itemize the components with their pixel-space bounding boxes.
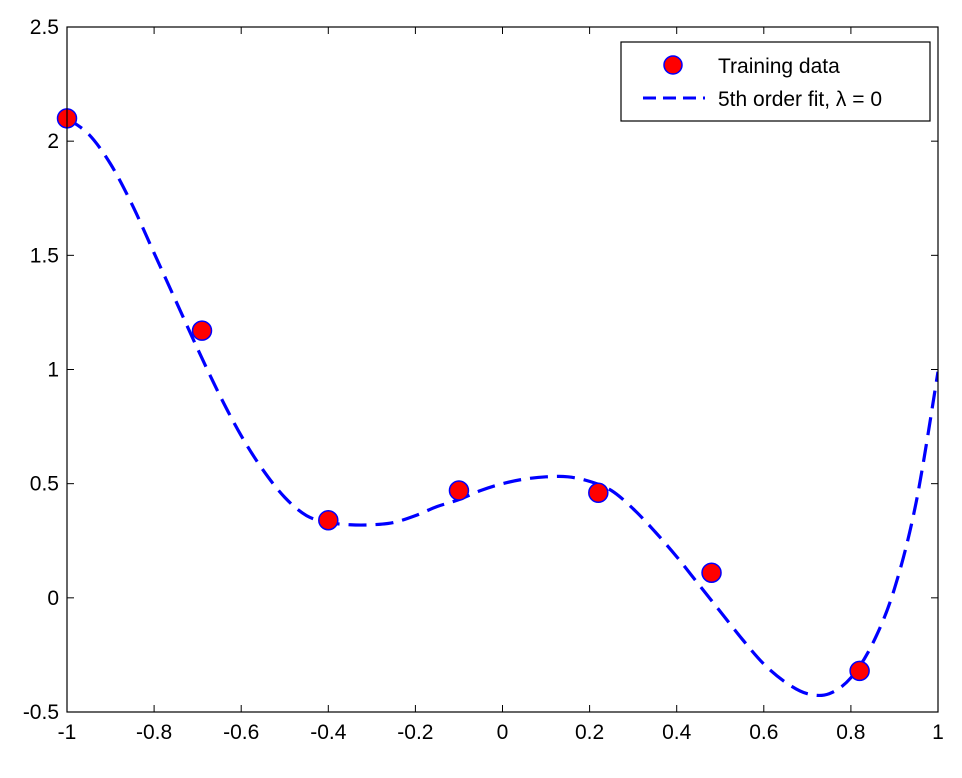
training-data-point — [191, 320, 213, 341]
y-tick-label: 0 — [47, 587, 59, 610]
x-tick-label: -0.8 — [136, 721, 172, 744]
x-tick-label: 0.6 — [749, 721, 778, 744]
fit-curve-layer — [67, 117, 938, 698]
x-tick-label: -0.2 — [397, 721, 433, 744]
plot-area — [67, 27, 938, 712]
plot-frame — [66, 26, 939, 713]
x-tick-label: 1 — [932, 721, 944, 744]
legend-box — [620, 41, 931, 122]
training-data-point — [448, 480, 470, 501]
legend-label-fit: 5th order fit, λ = 0 — [718, 88, 882, 111]
y-tick-label: 1 — [47, 359, 59, 382]
training-data-layer — [56, 108, 870, 682]
y-tick-label: 1.5 — [30, 244, 59, 267]
x-tick-label: -0.6 — [223, 721, 259, 744]
x-tick-label: 0.8 — [836, 721, 865, 744]
legend-label-training-data: Training data — [718, 55, 840, 78]
x-tick-label: -1 — [58, 721, 77, 744]
x-tick-label: -0.4 — [310, 721, 347, 744]
training-data-point — [701, 562, 722, 583]
y-tick-label: 2.5 — [30, 16, 59, 39]
legend: Training data 5th order fit, λ = 0 — [620, 41, 931, 122]
training-data-point — [318, 509, 339, 531]
training-data-point — [588, 482, 609, 504]
fit-curve-line — [67, 117, 938, 698]
x-tick-label: 0 — [497, 721, 509, 744]
y-tick-label: 2 — [47, 130, 59, 153]
legend-marker-icon — [663, 55, 683, 75]
x-tick-label: 0.2 — [575, 721, 604, 744]
x-tick-label: 0.4 — [662, 721, 692, 744]
y-tick-label: -0.5 — [23, 701, 59, 724]
training-data-point — [849, 660, 870, 682]
y-tick-label: 0.5 — [30, 473, 59, 496]
